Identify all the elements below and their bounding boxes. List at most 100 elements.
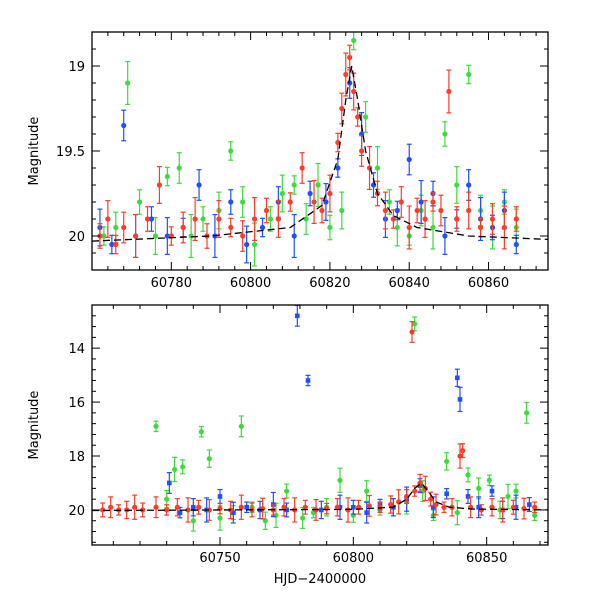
data-point	[307, 180, 313, 207]
data-point	[267, 206, 274, 232]
data-point	[228, 189, 234, 215]
bottom-panel: 60750 60800 60850 14 16 18 20 Magnitude HJD−24…	[27, 304, 549, 587]
data-point	[406, 205, 412, 250]
data-point	[305, 374, 311, 387]
data-point	[510, 499, 516, 515]
model-curve	[92, 482, 548, 512]
data-point	[468, 496, 474, 519]
data-point	[404, 488, 410, 504]
x-tick-label: 60820	[309, 276, 350, 291]
bottom-plot-frame	[91, 304, 549, 546]
data-point	[489, 498, 495, 517]
data-point	[323, 183, 329, 221]
data-point	[240, 220, 246, 252]
data-point	[228, 141, 234, 161]
data-point	[418, 179, 424, 225]
y-tick-label: 19	[68, 60, 85, 75]
data-point	[121, 211, 127, 244]
data-point	[476, 496, 482, 519]
data-point	[284, 483, 290, 499]
data-point	[240, 186, 246, 218]
data-point	[412, 485, 418, 497]
data-point	[164, 166, 170, 187]
data-point	[244, 501, 250, 514]
data-point	[417, 473, 423, 493]
data-point	[501, 205, 507, 250]
data-point	[294, 305, 300, 327]
data-point	[275, 200, 281, 238]
data-point	[347, 44, 353, 71]
x-tick-label: 60850	[466, 551, 507, 566]
data-point	[327, 174, 333, 213]
data-point	[281, 498, 287, 517]
data-point	[172, 456, 178, 483]
data-point	[144, 206, 151, 232]
data-point	[311, 179, 317, 225]
data-point	[388, 495, 394, 514]
data-point	[318, 500, 324, 520]
x-tick-label: 60840	[389, 276, 430, 291]
data-point	[174, 498, 180, 517]
data-point	[363, 101, 369, 133]
data-point	[180, 211, 186, 244]
data-point	[315, 162, 321, 208]
data-point	[299, 152, 305, 184]
data-point	[414, 197, 420, 224]
data-point	[532, 501, 538, 514]
data-point	[466, 64, 472, 85]
data-point	[100, 502, 106, 518]
data-point	[153, 496, 159, 519]
data-point	[238, 415, 244, 438]
data-point	[454, 206, 460, 232]
data-point	[152, 217, 159, 255]
data-point	[164, 504, 170, 516]
data-point	[133, 213, 139, 259]
data-point	[446, 69, 452, 114]
data-point	[524, 401, 530, 424]
data-point	[442, 121, 448, 147]
data-point	[156, 166, 163, 204]
data-point	[105, 200, 111, 238]
data-point	[489, 485, 495, 497]
data-point	[339, 92, 345, 125]
data-point	[168, 226, 174, 246]
data-point	[206, 498, 212, 521]
data-point	[351, 72, 357, 111]
x-tick-label: 60750	[199, 551, 240, 566]
data-point	[273, 502, 279, 529]
data-point	[198, 425, 204, 438]
data-point	[302, 499, 308, 515]
y-tick-label: 19.5	[56, 145, 85, 160]
data-point	[335, 158, 341, 178]
x-tick-label: 60800	[230, 276, 271, 291]
data-point	[291, 175, 297, 195]
data-point	[364, 501, 370, 524]
data-point	[125, 60, 131, 106]
data-point	[406, 143, 412, 176]
data-point	[465, 488, 471, 504]
data-point	[303, 203, 309, 235]
data-point	[454, 368, 460, 388]
data-point	[412, 316, 418, 332]
data-point	[216, 200, 222, 238]
data-point	[442, 217, 448, 255]
data-point	[351, 32, 357, 51]
data-point	[350, 499, 356, 515]
data-point	[382, 191, 389, 230]
data-point	[166, 472, 172, 494]
data-point	[477, 217, 484, 238]
data-point	[444, 452, 450, 471]
bottom-x-axis-label: HJD−2400000	[274, 572, 366, 587]
data-point	[454, 166, 460, 204]
data-point	[196, 499, 202, 515]
data-point	[188, 213, 194, 259]
data-point	[457, 386, 463, 413]
data-point	[180, 459, 186, 475]
y-tick-label: 20	[68, 230, 85, 245]
data-point	[438, 194, 444, 227]
model-curve	[92, 65, 548, 242]
data-point	[238, 494, 244, 520]
data-point	[108, 496, 114, 519]
data-point	[466, 191, 472, 230]
